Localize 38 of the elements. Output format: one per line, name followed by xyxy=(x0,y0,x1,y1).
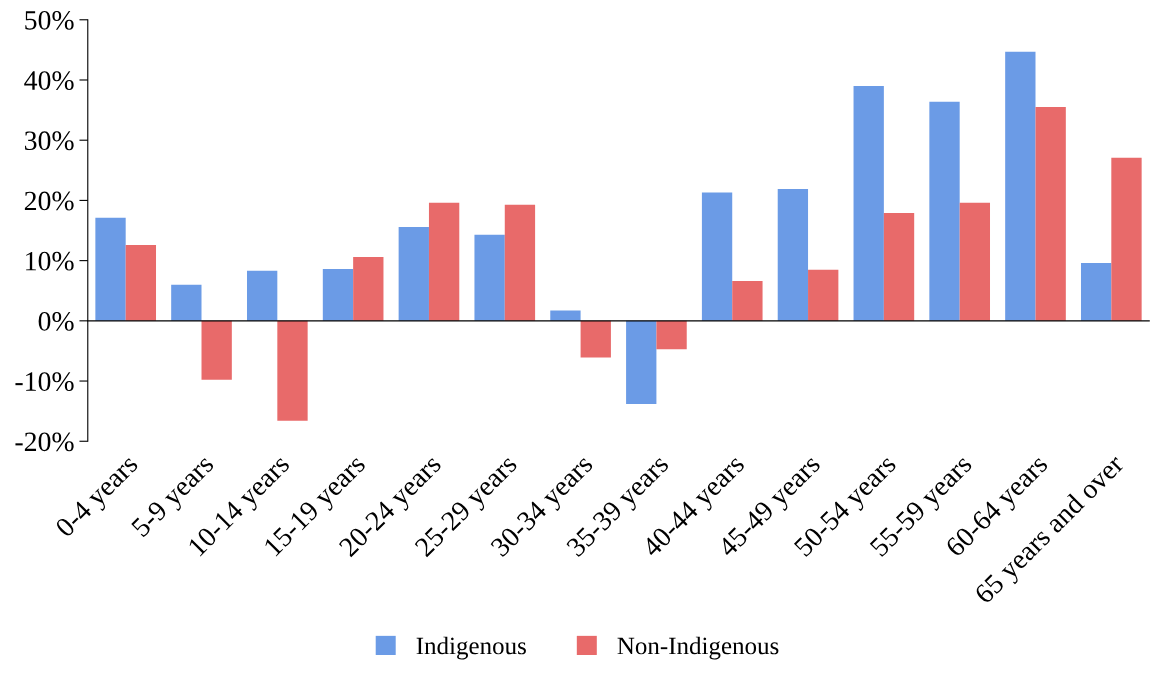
bar xyxy=(701,192,733,321)
bar xyxy=(322,269,354,321)
bar xyxy=(277,320,308,421)
y-tick-label: 10% xyxy=(26,251,74,271)
legend-label: Indigenous xyxy=(416,636,526,660)
bar xyxy=(1035,107,1066,321)
bar xyxy=(929,101,960,321)
bar xyxy=(808,269,839,321)
bar xyxy=(1005,51,1036,321)
bar xyxy=(959,202,991,321)
bar xyxy=(428,202,460,321)
bar xyxy=(656,320,687,350)
bar xyxy=(474,234,505,321)
bar xyxy=(853,86,884,321)
bar xyxy=(201,320,232,380)
bar xyxy=(504,204,536,321)
bar xyxy=(883,213,915,321)
bar xyxy=(125,244,157,321)
bar xyxy=(550,310,581,321)
bar xyxy=(171,284,202,321)
bar xyxy=(247,270,278,321)
bar xyxy=(777,188,809,321)
y-tick-label: 40% xyxy=(24,71,74,90)
legend-label: Non-Indigenous xyxy=(617,636,779,660)
y-tick-label: 30% xyxy=(25,131,74,151)
y-tick-label: -10% xyxy=(15,372,74,392)
bar xyxy=(1111,157,1142,321)
y-tick-label: -20% xyxy=(15,432,74,452)
y-tick-label: 0% xyxy=(38,312,74,331)
bar xyxy=(95,217,126,321)
y-tick-label: 50% xyxy=(25,10,74,30)
bar xyxy=(580,320,611,358)
y-tick-label: 20% xyxy=(24,191,74,211)
bar xyxy=(398,226,429,321)
bar xyxy=(353,257,384,321)
bar xyxy=(732,281,763,321)
bar xyxy=(626,320,657,404)
bar xyxy=(1080,263,1112,321)
